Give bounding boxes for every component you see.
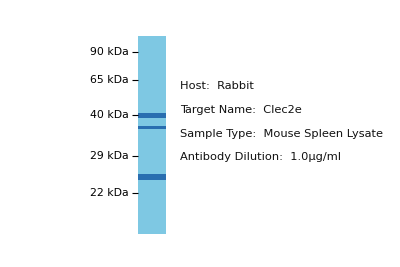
Bar bbox=[138, 174, 166, 179]
Text: 40 kDa: 40 kDa bbox=[90, 110, 129, 120]
Text: 65 kDa: 65 kDa bbox=[90, 75, 129, 85]
Text: Host:  Rabbit: Host: Rabbit bbox=[180, 81, 254, 91]
Bar bbox=[138, 113, 166, 117]
Text: 29 kDa: 29 kDa bbox=[90, 151, 129, 162]
Text: Sample Type:  Mouse Spleen Lysate: Sample Type: Mouse Spleen Lysate bbox=[180, 129, 383, 139]
Bar bbox=[138, 126, 166, 129]
Text: Antibody Dilution:  1.0µg/ml: Antibody Dilution: 1.0µg/ml bbox=[180, 152, 341, 162]
Text: 22 kDa: 22 kDa bbox=[90, 189, 129, 198]
Text: Target Name:  Clec2e: Target Name: Clec2e bbox=[180, 105, 302, 115]
Bar bbox=[138, 36, 166, 234]
Text: 90 kDa: 90 kDa bbox=[90, 46, 129, 57]
